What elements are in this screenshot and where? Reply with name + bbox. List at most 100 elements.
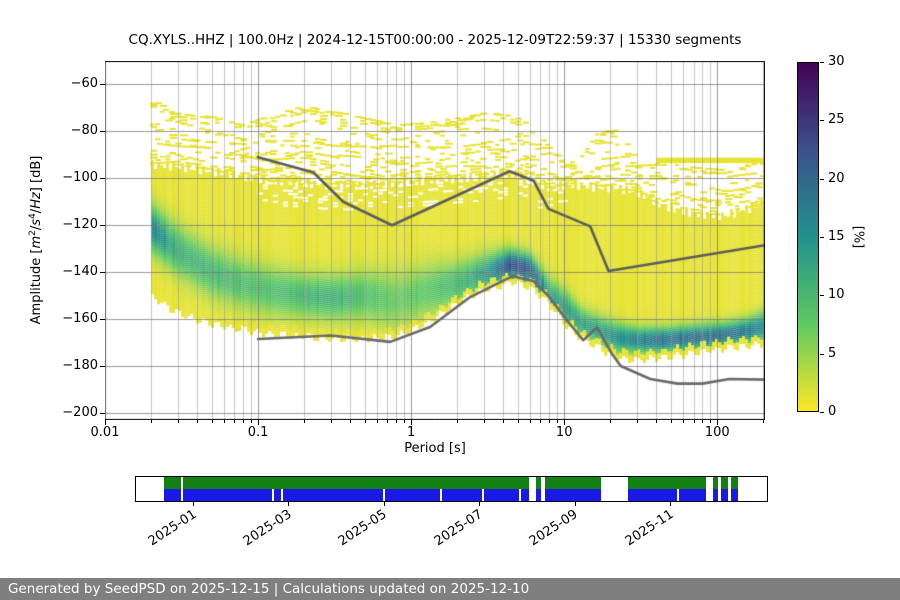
y-tick-mark (100, 178, 105, 180)
x-minor-tick-mark (151, 420, 153, 423)
x-minor-tick-mark (377, 420, 379, 423)
psd-coverage-blue-segment (712, 489, 718, 501)
colorbar-gradient (797, 62, 819, 412)
psd-coverage-blue-segment (536, 489, 542, 501)
x-minor-tick-mark (671, 420, 673, 423)
psd-coverage-blue-segment (273, 489, 281, 501)
psd-coverage-blue-segment (678, 489, 706, 501)
x-tick-mark (105, 420, 106, 425)
x-minor-tick-mark (763, 420, 765, 423)
timeline-tick-mark (670, 501, 672, 506)
timeline-tick-mark (574, 501, 576, 506)
colorbar-tick-mark (820, 412, 824, 413)
psd-coverage-blue-segment (731, 489, 738, 501)
colorbar-tick-label: 5 (828, 345, 837, 361)
data-coverage-green-segment (544, 477, 602, 489)
x-minor-tick-mark (243, 420, 245, 423)
psd-coverage-blue-segment (183, 489, 273, 501)
x-minor-tick-mark (710, 420, 712, 423)
x-minor-tick-mark (396, 420, 398, 423)
psd-coverage-blue-segment (483, 489, 520, 501)
x-minor-tick-mark (693, 420, 695, 423)
x-minor-tick-mark (518, 420, 520, 423)
y-tick-label: −140 (62, 264, 98, 280)
x-minor-tick-mark (656, 420, 658, 423)
x-tick-label: 10 (555, 425, 573, 440)
x-minor-tick-mark (683, 420, 685, 423)
x-minor-tick-mark (178, 420, 180, 423)
y-tick-mark (100, 84, 105, 86)
x-minor-tick-mark (197, 420, 199, 423)
colorbar-tick-mark (820, 353, 824, 355)
y-tick-mark (100, 412, 105, 414)
y-axis-label: Amplitude [m2/s4/Hz] [dB] (27, 155, 45, 325)
colorbar-tick-label: 25 (828, 112, 845, 128)
x-tick-mark (717, 420, 719, 425)
x-tick-label: 0.01 (90, 425, 120, 440)
x-minor-tick-mark (457, 420, 459, 423)
timeline-date-label: 2025-01 (145, 507, 200, 550)
footer-bar: Generated by SeedPSD on 2025-12-15 | Cal… (0, 578, 900, 600)
colorbar-tick-mark (820, 178, 824, 180)
colorbar-tick-mark (820, 120, 824, 122)
psd-coverage-blue-segment (164, 489, 181, 501)
timeline-date-label: 2025-03 (240, 507, 295, 550)
x-tick-label: 100 (704, 425, 730, 440)
colorbar-tick-label: 15 (828, 229, 845, 244)
x-minor-tick-mark (224, 420, 226, 423)
y-tick-label: −160 (62, 311, 98, 327)
x-tick-mark (411, 420, 413, 425)
plot-title: CQ.XYLS..HHZ | 100.0Hz | 2024-12-15T00:0… (128, 32, 742, 48)
x-axis-label: Period [s] (404, 441, 466, 456)
y-tick-mark (100, 131, 105, 133)
colorbar-tick-mark (820, 295, 824, 297)
psd-coverage-blue-segment (720, 489, 728, 501)
data-coverage-green-segment (164, 477, 181, 489)
timeline-date-label: 2025-05 (336, 507, 390, 550)
x-minor-tick-mark (211, 420, 213, 423)
y-tick-label: −120 (62, 217, 98, 233)
x-minor-tick-mark (540, 420, 542, 423)
x-tick-label: 0.1 (247, 425, 269, 440)
y-tick-label: −80 (70, 123, 98, 139)
x-minor-tick-mark (387, 420, 389, 423)
data-coverage-green-segment (720, 477, 728, 489)
x-minor-tick-mark (503, 420, 505, 423)
x-minor-tick-mark (365, 420, 367, 423)
y-tick-mark (100, 272, 105, 274)
timeline-tick-mark (383, 501, 385, 506)
x-minor-tick-mark (702, 420, 704, 423)
psd-coverage-blue-segment (385, 489, 441, 501)
y-tick-label: −180 (62, 358, 98, 374)
psd-coverage-blue-segment (441, 489, 483, 501)
colorbar-unit-label: [%] (850, 225, 866, 249)
colorbar-tick-mark (820, 237, 824, 238)
timeline-tick-mark (288, 501, 290, 506)
x-minor-tick-mark (637, 420, 639, 423)
x-minor-tick-mark (251, 420, 253, 423)
timeline-date-label: 2025-11 (622, 507, 677, 550)
x-minor-tick-mark (610, 420, 612, 423)
x-minor-tick-mark (530, 420, 532, 423)
psd-coverage-blue-segment (628, 489, 678, 501)
y-tick-label: −100 (62, 170, 98, 186)
y-tick-label: −200 (62, 404, 98, 420)
x-minor-tick-mark (350, 420, 352, 423)
colorbar-tick-label: 10 (828, 287, 845, 303)
data-coverage-green-segment (536, 477, 542, 489)
colorbar-tick-label: 0 (828, 404, 837, 419)
colorbar-tick-label: 30 (828, 54, 845, 69)
colorbar-tick-mark (820, 62, 824, 63)
colorbar-tick-label: 20 (828, 170, 845, 186)
data-coverage-green-segment (183, 477, 530, 489)
x-minor-tick-mark (331, 420, 333, 423)
y-tick-mark (100, 319, 105, 321)
timeline-date-label: 2025-09 (527, 507, 581, 550)
x-minor-tick-mark (404, 420, 406, 423)
y-tick-mark (100, 225, 105, 227)
x-minor-tick-mark (549, 420, 551, 423)
coverage-timeline (135, 476, 768, 502)
y-tick-label: −60 (70, 76, 98, 92)
x-tick-mark (258, 420, 260, 425)
ppsd-heatmap-canvas (105, 61, 765, 420)
